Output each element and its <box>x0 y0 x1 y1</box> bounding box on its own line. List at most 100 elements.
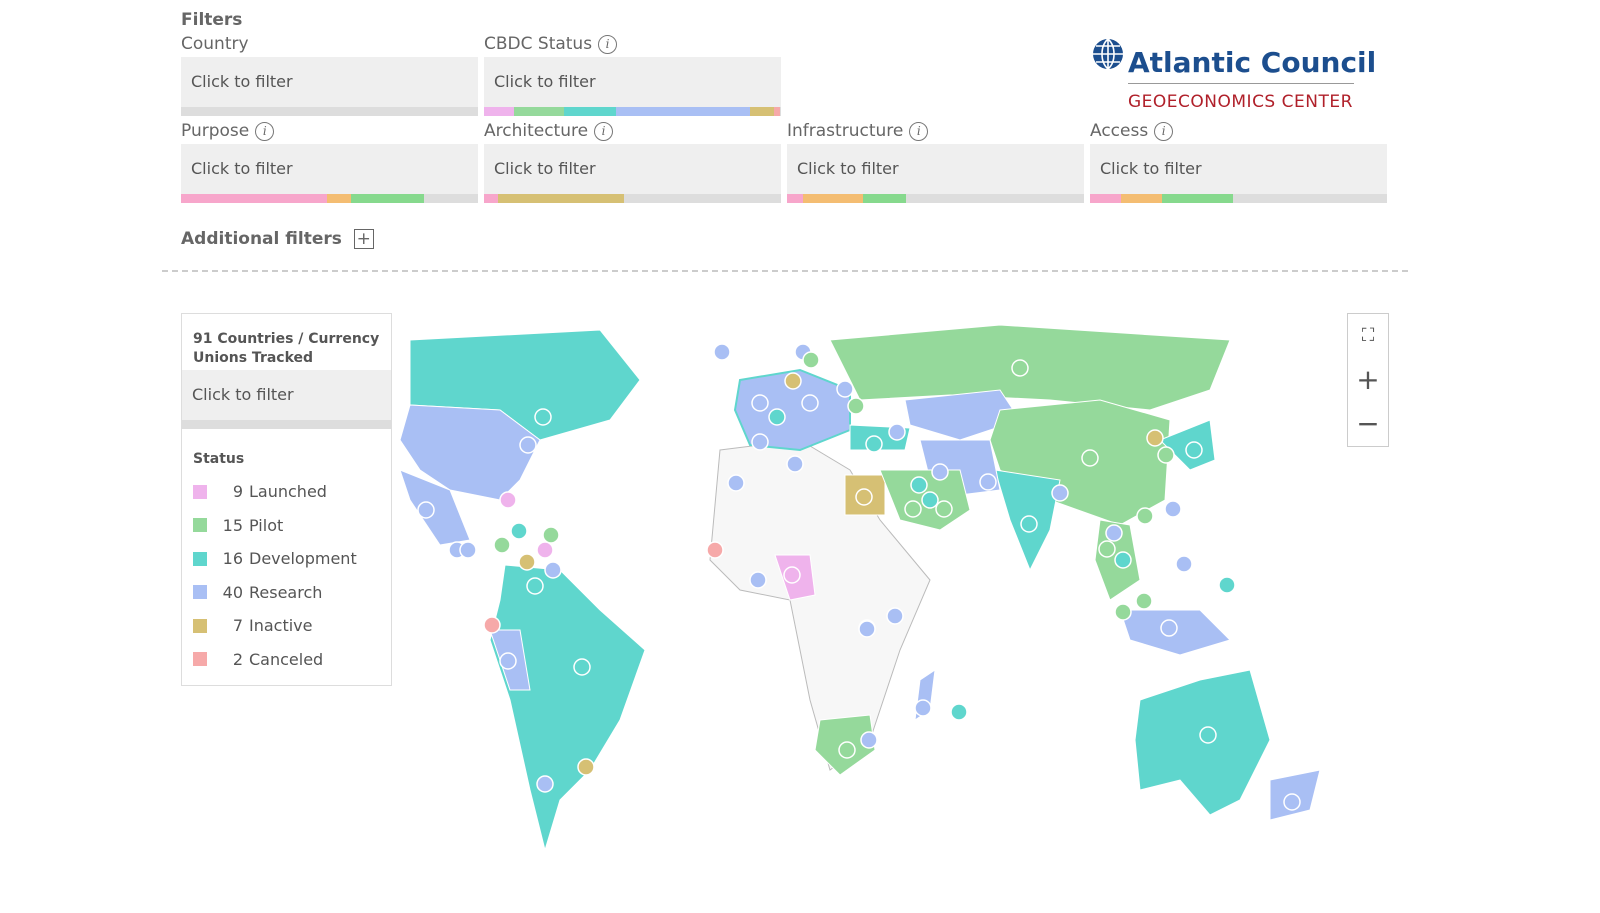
map-marker[interactable] <box>1098 540 1116 558</box>
filter-input[interactable]: Click to filter <box>787 144 1084 194</box>
map-marker[interactable] <box>1114 603 1132 621</box>
map-marker[interactable] <box>860 731 878 749</box>
zoom-out-button[interactable]: − <box>1356 407 1380 440</box>
info-icon[interactable]: i <box>594 122 614 141</box>
map-marker[interactable] <box>1199 726 1217 744</box>
map-marker[interactable] <box>1164 500 1182 518</box>
map-marker[interactable] <box>542 526 560 544</box>
legend-item[interactable]: 9 Launched <box>193 475 380 509</box>
legend-swatch <box>193 518 207 533</box>
bar-segment <box>803 194 863 203</box>
legend-item[interactable]: 2 Canceled <box>193 643 380 677</box>
map-marker[interactable] <box>493 536 511 554</box>
map-marker[interactable] <box>836 380 854 398</box>
info-icon[interactable]: i <box>909 122 929 141</box>
map-marker[interactable] <box>510 522 528 540</box>
map-marker[interactable] <box>483 616 501 634</box>
map-marker[interactable] <box>573 658 591 676</box>
logo-globe <box>1093 38 1123 70</box>
map-marker[interactable] <box>519 436 537 454</box>
filter-input[interactable]: Click to filter <box>1090 144 1387 194</box>
filter-input[interactable]: Click to filter <box>181 144 478 194</box>
filter-label: Architecture i <box>484 121 781 144</box>
map-marker[interactable] <box>751 394 769 412</box>
info-icon[interactable]: i <box>255 122 275 141</box>
legend-filter[interactable]: Click to filter <box>182 370 391 420</box>
map-marker[interactable] <box>847 397 865 415</box>
map-marker[interactable] <box>727 474 745 492</box>
map-marker[interactable] <box>536 541 554 559</box>
map-marker[interactable] <box>914 699 932 717</box>
map-marker[interactable] <box>544 561 562 579</box>
map-marker[interactable] <box>950 703 968 721</box>
map-marker[interactable] <box>1051 484 1069 502</box>
legend-count: 15 <box>222 515 243 535</box>
filter-label: CBDC Status i <box>484 34 781 57</box>
map-marker[interactable] <box>855 488 873 506</box>
map-marker[interactable] <box>534 408 552 426</box>
map-marker[interactable] <box>979 473 997 491</box>
fullscreen-button[interactable]: ⛶ <box>1361 325 1375 346</box>
legend-label: Canceled <box>249 649 324 669</box>
map-marker[interactable] <box>706 541 724 559</box>
filter-input[interactable]: Click to filter <box>181 57 478 107</box>
map-marker[interactable] <box>783 566 801 584</box>
map-marker[interactable] <box>1105 524 1123 542</box>
map-marker[interactable] <box>838 741 856 759</box>
map-marker[interactable] <box>935 500 953 518</box>
map-marker[interactable] <box>751 433 769 451</box>
map-marker[interactable] <box>1157 446 1175 464</box>
map-marker[interactable] <box>1160 619 1178 637</box>
map-marker[interactable] <box>459 541 477 559</box>
zoom-in-button[interactable]: + <box>1356 363 1380 396</box>
expand-icon[interactable]: + <box>353 229 374 249</box>
info-icon[interactable]: i <box>598 35 618 54</box>
map-marker[interactable] <box>1114 551 1132 569</box>
additional-filters[interactable]: Additional filters + <box>181 229 374 249</box>
map-marker[interactable] <box>768 408 786 426</box>
filter-input[interactable]: Click to filter <box>484 144 781 194</box>
map-marker[interactable] <box>786 455 804 473</box>
map-marker[interactable] <box>801 394 819 412</box>
map-marker[interactable] <box>904 500 922 518</box>
map-marker[interactable] <box>865 435 883 453</box>
map-marker[interactable] <box>784 372 802 390</box>
map-marker[interactable] <box>1020 515 1038 533</box>
map-marker[interactable] <box>931 463 949 481</box>
legend-item[interactable]: 40 Research <box>193 576 380 610</box>
map-marker[interactable] <box>417 501 435 519</box>
map-marker[interactable] <box>910 476 928 494</box>
map-marker[interactable] <box>888 423 906 441</box>
map-marker[interactable] <box>1185 441 1203 459</box>
additional-filters-label[interactable]: Additional filters <box>181 229 342 249</box>
legend-item[interactable]: 15 Pilot <box>193 509 380 543</box>
legend-item[interactable]: 7 Inactive <box>193 609 380 643</box>
map-marker[interactable] <box>921 491 939 509</box>
filter-input[interactable]: Click to filter <box>484 57 781 107</box>
map-marker[interactable] <box>1218 576 1236 594</box>
map-marker[interactable] <box>577 758 595 776</box>
filter-label: Access i <box>1090 121 1387 144</box>
map-marker[interactable] <box>499 491 517 509</box>
map-marker[interactable] <box>536 775 554 793</box>
map-marker[interactable] <box>1283 793 1301 811</box>
bar-segment <box>1090 194 1121 203</box>
legend-item[interactable]: 16 Development <box>193 542 380 576</box>
map-marker[interactable] <box>713 343 731 361</box>
map-marker[interactable] <box>1081 449 1099 467</box>
map-marker[interactable] <box>886 607 904 625</box>
map-marker[interactable] <box>499 652 517 670</box>
map-marker[interactable] <box>858 620 876 638</box>
info-icon[interactable]: i <box>1154 122 1174 141</box>
map-marker[interactable] <box>802 351 820 369</box>
map-marker[interactable] <box>749 571 767 589</box>
map-marker[interactable] <box>1136 507 1154 525</box>
bar-segment <box>514 107 564 116</box>
map-marker[interactable] <box>526 577 544 595</box>
map-marker[interactable] <box>1146 429 1164 447</box>
map-marker[interactable] <box>518 553 536 571</box>
map-marker[interactable] <box>1011 359 1029 377</box>
map-marker[interactable] <box>1135 592 1153 610</box>
map-marker[interactable] <box>1175 555 1193 573</box>
